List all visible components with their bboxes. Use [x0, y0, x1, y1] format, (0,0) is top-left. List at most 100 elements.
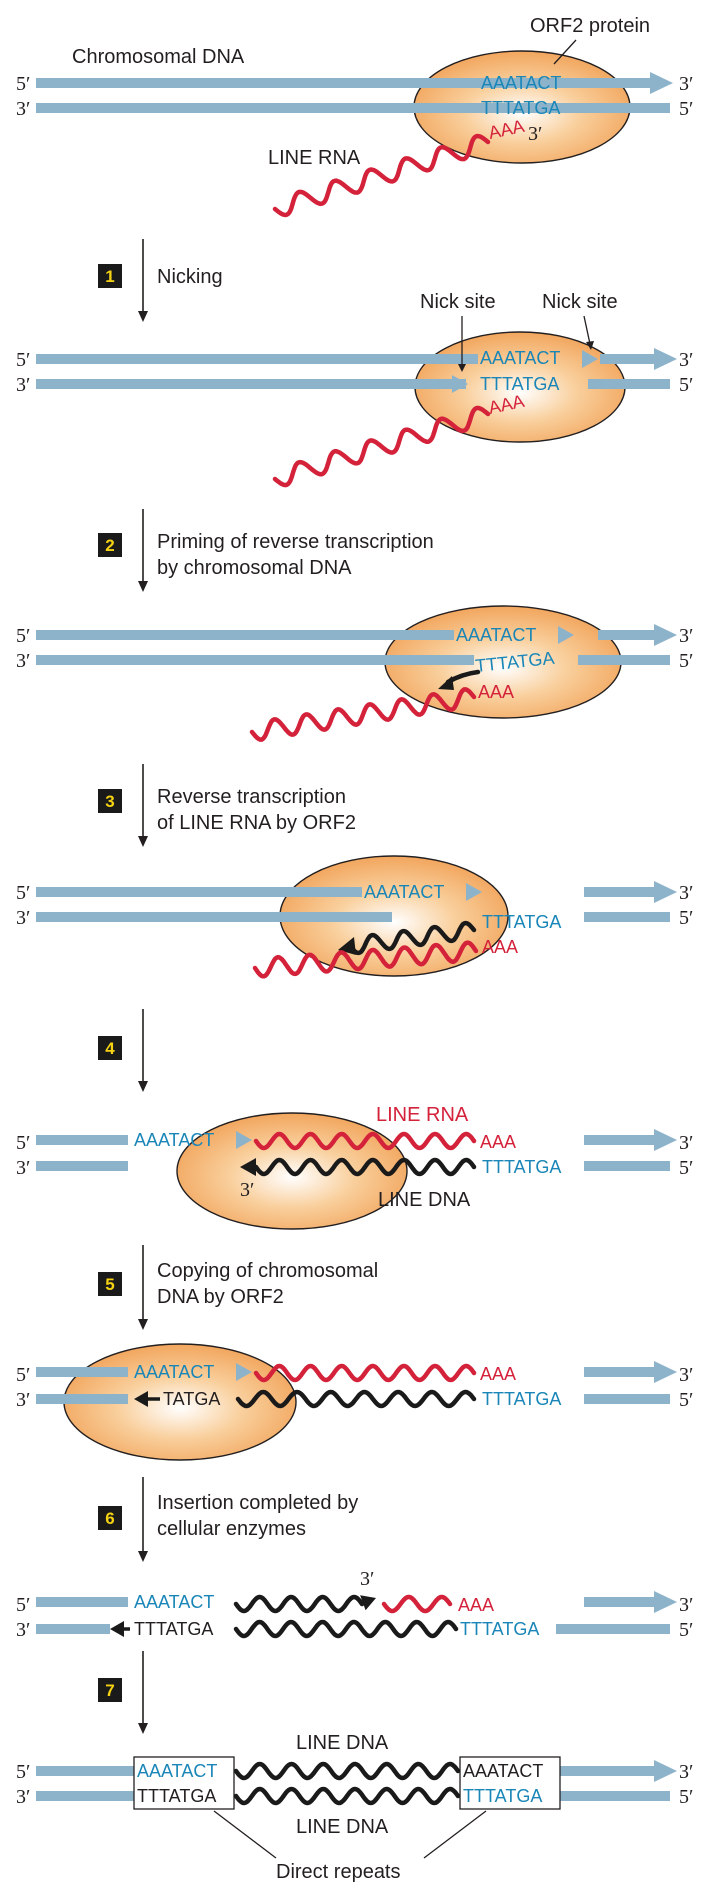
nick-arrowhead [558, 626, 574, 644]
bottom-strand [36, 655, 474, 665]
end-label: 3′ [16, 1619, 30, 1641]
line-rna-wave [249, 687, 477, 742]
copy-arrowhead [134, 1391, 148, 1407]
seq-aaatact: AAATACT [481, 73, 561, 93]
line-dna-wave [233, 1761, 461, 1781]
step-number: 3 [105, 792, 114, 811]
line-dna-wave [253, 1157, 477, 1177]
line-dna-label: LINE DNA [296, 1816, 389, 1838]
end-label: 3′ [528, 123, 542, 145]
step-number-box [98, 1036, 122, 1060]
top-strand [560, 1766, 656, 1776]
step-number: 6 [105, 1509, 114, 1528]
end-label: 5′ [16, 625, 30, 647]
end-label: 5′ [16, 349, 30, 371]
direct-repeat-box-right [459, 1756, 561, 1810]
step-caption: by chromosomal DNA [157, 557, 352, 579]
orf2-protein-label: ORF2 protein [530, 15, 650, 37]
end-label: 5′ [679, 650, 693, 672]
copy-arrowhead [110, 1621, 124, 1637]
step-number-box [98, 1678, 122, 1702]
top-strand-arrowhead [654, 624, 677, 646]
poly-a-tail: AAA [458, 1595, 494, 1615]
step-3: 3 Reverse transcription of LINE RNA by O… [98, 764, 356, 847]
line-rna-wave [272, 405, 491, 488]
line-dna-label: LINE DNA [378, 1189, 471, 1211]
seq-aaatact: AAATACT [134, 1362, 214, 1382]
line-dna-wave [233, 1786, 461, 1806]
poly-a-tail: AAA [482, 937, 518, 957]
panel-priming: 5′ 3′ 3′ 5′ AAATACT TTTATGA AAA [16, 605, 693, 742]
seq-tttatga: TTTATGA [134, 1619, 213, 1639]
line-dna-wave [347, 920, 477, 956]
step-4: 4 [98, 1009, 148, 1092]
top-strand [584, 1597, 656, 1607]
end-label: 5′ [679, 1157, 693, 1179]
poly-a-tail: AAA [478, 682, 514, 702]
seq-tatga: TATGA [163, 1389, 220, 1409]
end-label: 3′ [360, 1568, 374, 1590]
top-strand [36, 1766, 134, 1776]
end-label: 5′ [16, 1761, 30, 1783]
end-label: 3′ [16, 1389, 30, 1411]
seq-tttatga: TTTATGA [460, 1619, 539, 1639]
flow-arrowhead [138, 836, 148, 847]
line-dna-arrowhead [240, 1158, 256, 1176]
seq-aaatact: AAATACT [463, 1761, 543, 1781]
bottom-strand [36, 1394, 128, 1404]
end-label: 3′ [679, 73, 693, 95]
nick-site-label: Nick site [542, 291, 618, 313]
bottom-strand [36, 1161, 128, 1171]
end-label: 5′ [16, 1594, 30, 1616]
seq-aaatact: AAATACT [137, 1761, 217, 1781]
end-label: 5′ [679, 374, 693, 396]
seq-tttatga: TTTATGA [482, 1389, 561, 1409]
direct-repeats-label: Direct repeats [276, 1861, 401, 1883]
poly-a-tail: AAA [480, 1364, 516, 1384]
end-label: 3′ [16, 650, 30, 672]
step-caption: Priming of reverse transcription [157, 531, 434, 553]
primer-arrowhead [438, 676, 454, 690]
line-dna-label: LINE DNA [296, 1732, 389, 1754]
seq-tttatga: TTTATGA [482, 912, 561, 932]
end-label: 3′ [16, 1157, 30, 1179]
step-7: 7 [98, 1651, 148, 1734]
step-1: 1 Nicking [98, 239, 223, 322]
bottom-strand [584, 912, 670, 922]
step-number: 5 [105, 1275, 114, 1294]
top-strand-arrowhead [654, 348, 677, 370]
end-label: 5′ [16, 1364, 30, 1386]
nick-arrowhead [466, 883, 482, 901]
end-label: 5′ [679, 1389, 693, 1411]
end-label: 5′ [16, 882, 30, 904]
seq-aaatact: AAATACT [134, 1130, 214, 1150]
panel-copying: 5′ 3′ 3′ 5′ AAATACT AAA TTTATGA TATGA [16, 1343, 693, 1461]
line-rna-wave [381, 1594, 453, 1614]
top-strand-arrowhead [654, 1760, 677, 1782]
step-number-box [98, 533, 122, 557]
line-rna-wave [272, 133, 491, 218]
nick-arrowhead [236, 1131, 252, 1149]
end-label: 3′ [16, 907, 30, 929]
line-dna-arrowhead [360, 1595, 376, 1611]
direct-repeat-pointer [213, 1810, 277, 1859]
direct-repeat-pointer [423, 1810, 487, 1859]
top-strand [36, 1597, 128, 1607]
bottom-strand [36, 1791, 134, 1801]
direct-repeat-box-left [133, 1756, 235, 1810]
nick-arrowhead [582, 350, 598, 368]
step-5: 5 Copying of chromosomal DNA by ORF2 [98, 1245, 378, 1330]
step-caption: of LINE RNA by ORF2 [157, 812, 356, 834]
step-caption: Nicking [157, 266, 223, 288]
end-label: 5′ [679, 98, 693, 120]
bottom-strand [578, 655, 670, 665]
line-dna-wave [235, 1389, 477, 1409]
step-number-box [98, 789, 122, 813]
top-strand [36, 1367, 128, 1377]
nick-pointer-head [586, 341, 594, 350]
seq-aaatact: AAATACT [456, 625, 536, 645]
panel-initial: ORF2 protein Chromosomal DNA 5′ 3′ 3′ 5′… [16, 15, 693, 218]
step-number: 2 [105, 536, 114, 555]
step-caption: cellular enzymes [157, 1518, 306, 1540]
